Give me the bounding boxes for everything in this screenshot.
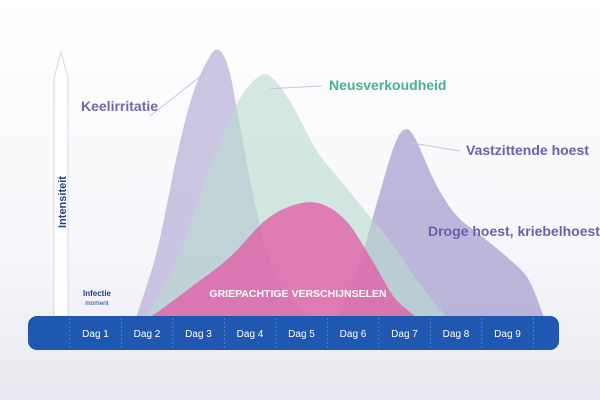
label-neusverkoudheid: Neusverkoudheid bbox=[329, 77, 446, 93]
tick-label: Dag 1 bbox=[82, 329, 109, 340]
label-keelirritatie: Keelirritatie bbox=[81, 98, 158, 114]
day-tick-labels: Dag 1 Dag 2 Dag 3 Dag 4 Dag 5 Dag 6 Dag 7 Dag 8… bbox=[82, 329, 521, 340]
tick-label: Dag 7 bbox=[391, 329, 418, 340]
tick-label: Dag 3 bbox=[185, 329, 212, 340]
area-griepachtige-verschijnselen bbox=[152, 202, 415, 316]
label-vastzittende-hoest: Vastzittende hoest bbox=[466, 142, 589, 158]
day-axis-bar bbox=[28, 316, 559, 350]
area-neusverkoudheid bbox=[147, 74, 446, 316]
infection-sublabel: moment bbox=[85, 300, 109, 307]
leader-line bbox=[149, 69, 210, 117]
tick-label: Dag 2 bbox=[134, 329, 161, 340]
symptom-areas bbox=[136, 49, 544, 316]
label-griepachtige-verschijnselen: GRIEPACHTIGE VERSCHIJNSELEN bbox=[209, 288, 386, 300]
tick-label: Dag 9 bbox=[494, 329, 521, 340]
leader-line bbox=[404, 141, 461, 152]
label-droge-hoest: Droge hoest, kriebelhoest bbox=[428, 223, 600, 239]
y-axis-label: Intensiteit bbox=[57, 176, 69, 228]
day-dividers bbox=[69, 318, 534, 348]
tick-label: Dag 8 bbox=[443, 329, 470, 340]
tick-label: Dag 6 bbox=[340, 329, 367, 340]
tick-label: Dag 4 bbox=[237, 329, 264, 340]
label-leader-lines bbox=[149, 69, 461, 152]
leader-line bbox=[270, 85, 323, 90]
infection-label: Infectie bbox=[83, 289, 112, 298]
tick-label: Dag 5 bbox=[288, 329, 315, 340]
